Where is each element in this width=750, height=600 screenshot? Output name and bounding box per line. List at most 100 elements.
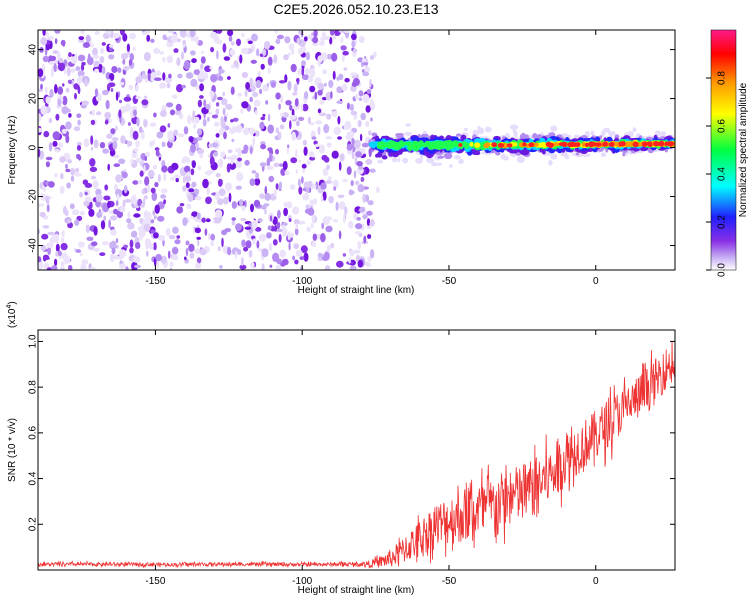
- spectrogram-noise-blob: [59, 172, 64, 180]
- spectrogram-noise-blob: [115, 125, 118, 131]
- spectrogram-noise-blob: [260, 116, 266, 121]
- spectrogram-noise-blob: [342, 178, 348, 183]
- colorbar-label: Normalized spectral amplitude: [738, 82, 749, 217]
- spectrogram-noise-blob: [259, 88, 263, 95]
- spectrogram-noise-blob: [326, 53, 333, 60]
- spectrogram-noise-blob: [191, 181, 197, 188]
- spectrogram-noise-blob: [239, 54, 243, 64]
- spectrogram-noise-blob: [309, 199, 314, 207]
- spectrogram-noise-blob: [353, 249, 361, 254]
- spectrogram-noise-blob: [150, 38, 155, 43]
- spectrogram-noise-blob: [134, 264, 142, 269]
- spectrogram-noise-blob: [144, 211, 152, 221]
- spectrogram-noise-blob: [222, 43, 227, 53]
- spectrogram-noise-blob: [259, 121, 265, 130]
- spectrogram-noise-blob: [326, 142, 332, 148]
- spectrogram-noise-blob: [161, 165, 168, 173]
- spectrogram-noise-blob: [314, 91, 318, 100]
- spectrogram-y-tick-label: 40: [28, 44, 39, 56]
- spectrogram-noise-blob: [146, 250, 149, 257]
- spectrogram-noise-blob: [182, 217, 188, 227]
- spectrogram-noise-blob: [225, 103, 233, 110]
- spectrogram-noise-blob: [93, 139, 99, 149]
- spectrogram-noise-blob: [166, 83, 171, 89]
- spectrogram-noise-blob: [144, 30, 150, 35]
- spectrogram-noise-blob: [167, 250, 171, 259]
- spectrogram-noise-blob: [302, 193, 310, 201]
- spectrogram-noise-blob: [254, 178, 261, 186]
- spectrogram-noise-blob: [350, 110, 358, 116]
- spectrogram-noise-blob: [177, 73, 183, 79]
- spectrogram-noise-blob: [232, 117, 239, 122]
- spectrogram-noise-blob: [65, 87, 70, 93]
- spectrogram-noise-blob: [216, 30, 223, 34]
- spectrogram-noise-blob: [90, 119, 96, 126]
- spectrogram-noise-blob: [314, 143, 320, 148]
- spectrogram-noise-blob: [191, 58, 197, 64]
- spectrogram-noise-blob: [92, 47, 98, 56]
- spectrogram-signal-blob: [618, 141, 625, 147]
- spectrogram-noise-blob: [210, 240, 215, 247]
- spectrogram-noise-blob: [108, 73, 115, 81]
- spectrogram-x-tick-label: -50: [442, 276, 457, 287]
- spectrogram-noise-blob: [80, 30, 84, 33]
- spectrogram-noise-blob: [118, 99, 123, 104]
- spectrogram-noise-blob: [61, 230, 65, 238]
- spectrogram-signal-blob: [404, 131, 412, 136]
- spectrogram-noise-blob: [55, 113, 60, 121]
- spectrogram-noise-blob: [118, 109, 122, 119]
- spectrogram-noise-blob: [173, 48, 179, 53]
- spectrogram-noise-blob: [203, 72, 209, 80]
- spectrogram-noise-blob: [259, 193, 265, 200]
- spectrogram-noise-blob: [165, 228, 171, 237]
- spectrogram-noise-blob: [209, 66, 213, 70]
- spectrogram-noise-blob: [275, 264, 282, 270]
- spectrogram-noise-blob: [367, 200, 374, 206]
- spectrogram-noise-blob: [125, 266, 129, 270]
- spectrogram-noise-blob: [284, 170, 290, 175]
- spectrogram-noise-blob: [173, 129, 179, 136]
- spectrogram-noise-blob: [199, 95, 204, 99]
- spectrogram-noise-blob: [292, 255, 296, 261]
- spectrogram-signal-blob: [451, 140, 459, 148]
- spectrogram-noise-blob: [357, 259, 363, 268]
- spectrogram-noise-blob: [267, 124, 275, 134]
- spectrogram-noise-blob: [241, 47, 249, 55]
- spectrogram-noise-blob: [358, 90, 364, 97]
- spectrogram-noise-blob: [291, 108, 295, 117]
- spectrogram-noise-blob: [230, 159, 234, 165]
- spectrogram-signal-blob: [402, 157, 409, 164]
- spectrogram-noise-blob: [161, 141, 166, 147]
- spectrogram-noise-blob: [296, 37, 300, 45]
- spectrogram-noise-blob: [279, 124, 285, 130]
- spectrogram-noise-blob: [285, 100, 292, 106]
- spectrogram-noise-blob: [343, 30, 350, 34]
- spectrogram-noise-blob: [162, 56, 166, 63]
- spectrogram-noise-blob: [290, 63, 297, 73]
- spectrogram-noise-blob: [304, 91, 309, 100]
- spectrogram-noise-blob: [132, 46, 136, 52]
- colorbar-tick-label: 0.6: [717, 119, 728, 133]
- spectrogram-noise-blob: [190, 168, 195, 176]
- spectrogram-noise-blob: [252, 238, 256, 245]
- spectrogram-noise-blob: [93, 226, 98, 236]
- spectrogram-noise-blob: [297, 48, 304, 55]
- spectrogram-noise-blob: [153, 112, 157, 118]
- spectrogram-noise-blob: [234, 160, 242, 169]
- spectrogram-noise-blob: [217, 198, 224, 206]
- spectrogram-noise-blob: [94, 30, 100, 36]
- spectrogram-signal-blob: [575, 142, 581, 147]
- spectrogram-noise-blob: [351, 152, 355, 160]
- spectrogram-noise-blob: [176, 84, 183, 93]
- spectrogram-noise-blob: [251, 33, 258, 42]
- spectrogram-noise-blob: [78, 36, 85, 41]
- spectrogram-noise-blob: [73, 126, 81, 132]
- spectrogram-noise-blob: [154, 77, 162, 81]
- spectrogram-noise-blob: [84, 183, 93, 188]
- spectrogram-noise-blob: [74, 172, 82, 177]
- spectrogram-noise-blob: [328, 195, 334, 204]
- spectrogram-signal-blob: [528, 142, 535, 148]
- spectrogram-signal-blob: [603, 141, 608, 147]
- spectrogram-noise-blob: [159, 82, 167, 89]
- spectrogram-noise-blob: [84, 191, 88, 196]
